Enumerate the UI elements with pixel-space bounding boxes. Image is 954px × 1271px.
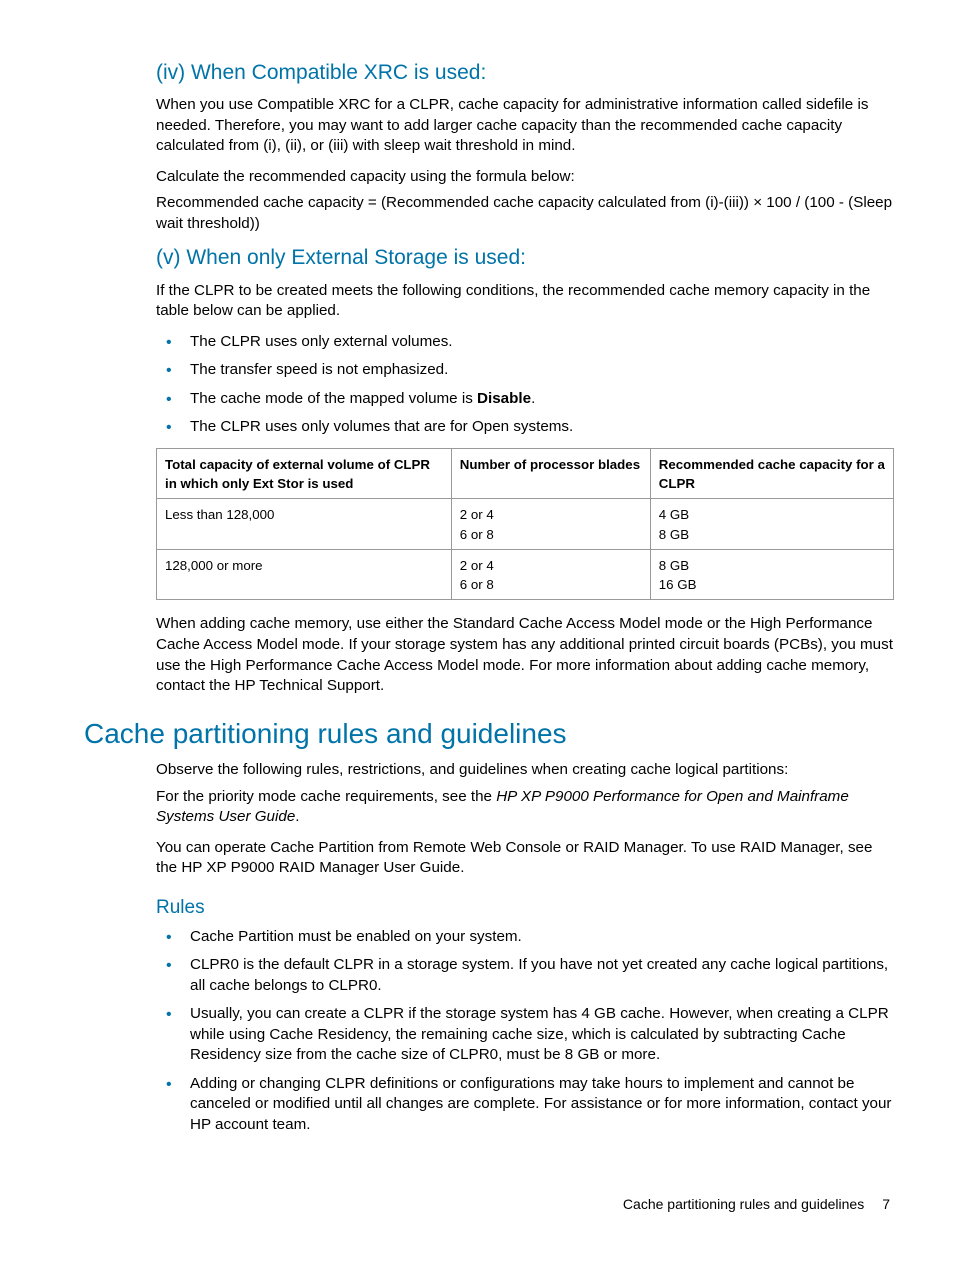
page-footer: Cache partitioning rules and guidelines 7 — [84, 1195, 894, 1214]
table-cell: Less than 128,000 — [157, 499, 452, 550]
text: 16 GB — [659, 577, 697, 592]
text: For the priority mode cache requirements… — [156, 788, 496, 805]
list-item: The CLPR uses only volumes that are for … — [156, 417, 894, 438]
table-cell: 4 GB 8 GB — [650, 499, 893, 550]
para-iv-3: Recommended cache capacity = (Recommende… — [156, 193, 894, 234]
list-item: The transfer speed is not emphasized. — [156, 360, 894, 381]
bullet-list-v: The CLPR uses only external volumes. The… — [156, 332, 894, 438]
text: . — [295, 808, 299, 825]
heading-rules-sub: Rules — [156, 895, 894, 921]
text: 8 GB — [659, 558, 689, 573]
text: 8 GB — [659, 527, 689, 542]
para-iv-1: When you use Compatible XRC for a CLPR, … — [156, 95, 894, 157]
text: 6 or 8 — [460, 577, 494, 592]
para-rules-1: Observe the following rules, restriction… — [156, 760, 894, 781]
list-item: Adding or changing CLPR definitions or c… — [156, 1074, 894, 1136]
table-header-row: Total capacity of external volume of CLP… — [157, 448, 894, 499]
list-item: The CLPR uses only external volumes. — [156, 332, 894, 353]
capacity-table: Total capacity of external volume of CLP… — [156, 448, 894, 601]
table-header: Number of processor blades — [451, 448, 650, 499]
list-item: The cache mode of the mapped volume is D… — [156, 389, 894, 410]
text: The cache mode of the mapped volume is — [190, 390, 477, 407]
heading-iv: (iv) When Compatible XRC is used: — [156, 59, 894, 87]
text: . — [531, 390, 535, 407]
table-cell: 128,000 or more — [157, 549, 452, 600]
para-rules-3: You can operate Cache Partition from Rem… — [156, 838, 894, 879]
footer-text: Cache partitioning rules and guidelines — [623, 1196, 864, 1212]
table-cell: 8 GB 16 GB — [650, 549, 893, 600]
para-rules-2: For the priority mode cache requirements… — [156, 787, 894, 828]
para-iv-2: Calculate the recommended capacity using… — [156, 167, 894, 188]
text: 4 GB — [659, 507, 689, 522]
list-item: Usually, you can create a CLPR if the st… — [156, 1004, 894, 1066]
text: 6 or 8 — [460, 527, 494, 542]
list-item: CLPR0 is the default CLPR in a storage s… — [156, 955, 894, 996]
list-item: Cache Partition must be enabled on your … — [156, 927, 894, 948]
table-row: 128,000 or more 2 or 4 6 or 8 8 GB 16 GB — [157, 549, 894, 600]
table-row: Less than 128,000 2 or 4 6 or 8 4 GB 8 GB — [157, 499, 894, 550]
table-cell: 2 or 4 6 or 8 — [451, 499, 650, 550]
rules-list: Cache Partition must be enabled on your … — [156, 927, 894, 1136]
page-number: 7 — [882, 1196, 890, 1212]
heading-v: (v) When only External Storage is used: — [156, 244, 894, 272]
para-v-2: When adding cache memory, use either the… — [156, 614, 894, 696]
text: 2 or 4 — [460, 507, 494, 522]
bold-text: Disable — [477, 390, 531, 407]
heading-rules: Cache partitioning rules and guidelines — [84, 715, 894, 753]
table-cell: 2 or 4 6 or 8 — [451, 549, 650, 600]
para-v-1: If the CLPR to be created meets the foll… — [156, 281, 894, 322]
text: 2 or 4 — [460, 558, 494, 573]
table-header: Total capacity of external volume of CLP… — [157, 448, 452, 499]
table-header: Recommended cache capacity for a CLPR — [650, 448, 893, 499]
